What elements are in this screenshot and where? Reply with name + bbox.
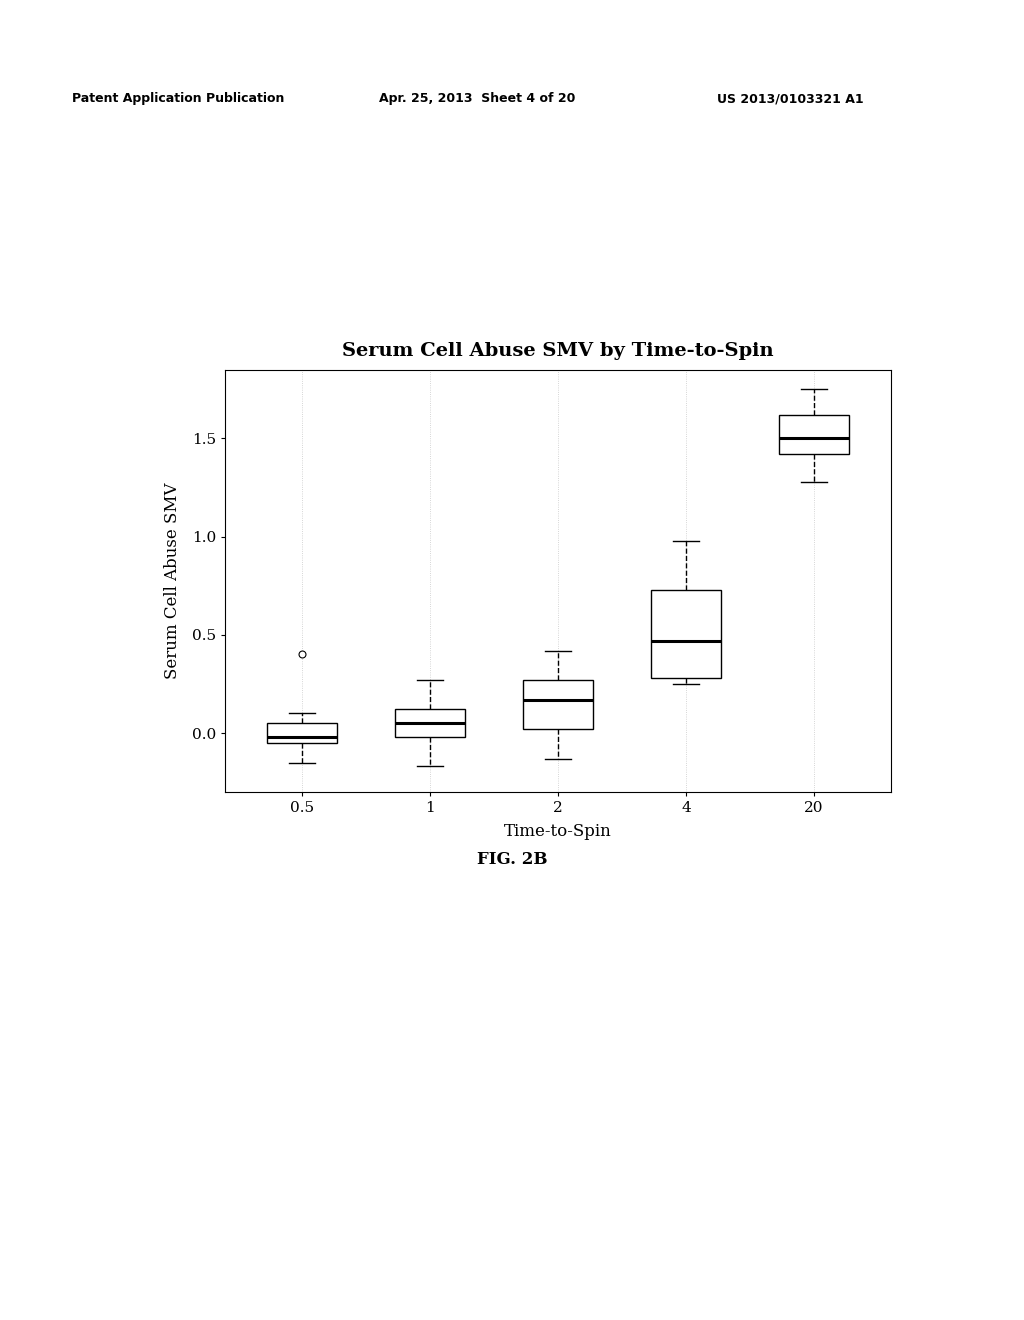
Text: Patent Application Publication: Patent Application Publication [72,92,284,106]
FancyBboxPatch shape [779,414,849,454]
FancyBboxPatch shape [267,723,337,743]
Text: FIG. 2B: FIG. 2B [477,851,547,869]
Title: Serum Cell Abuse SMV by Time-to-Spin: Serum Cell Abuse SMV by Time-to-Spin [342,342,774,360]
Text: Apr. 25, 2013  Sheet 4 of 20: Apr. 25, 2013 Sheet 4 of 20 [379,92,575,106]
FancyBboxPatch shape [523,680,593,729]
FancyBboxPatch shape [651,590,721,678]
Y-axis label: Serum Cell Abuse SMV: Serum Cell Abuse SMV [164,483,181,678]
X-axis label: Time-to-Spin: Time-to-Spin [504,824,612,841]
FancyBboxPatch shape [395,709,465,737]
Text: US 2013/0103321 A1: US 2013/0103321 A1 [717,92,863,106]
